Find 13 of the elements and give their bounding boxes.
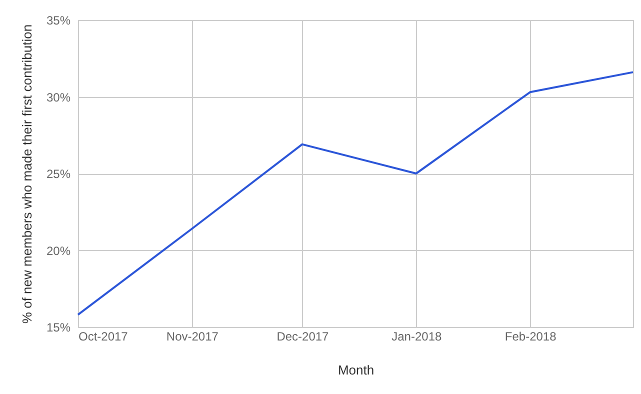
- x-axis-title: Month: [338, 362, 374, 378]
- x-tick-label: Feb-2018: [504, 330, 557, 344]
- y-axis-title: % of new members who made their first contribution: [19, 24, 34, 324]
- y-tick-label: 15%: [46, 320, 71, 334]
- x-tick-label: Oct-2017: [78, 330, 128, 344]
- y-tick-label: 35%: [46, 14, 71, 28]
- line-series: [77, 71, 634, 316]
- x-tick-label: Dec-2017: [276, 330, 330, 344]
- y-tick-label: 25%: [46, 167, 71, 181]
- y-tick-label: 30%: [46, 90, 71, 104]
- x-tick-label: Jan-2018: [392, 330, 442, 344]
- y-tick-label: 20%: [46, 244, 71, 258]
- x-tick-label: Nov-2017: [166, 330, 219, 344]
